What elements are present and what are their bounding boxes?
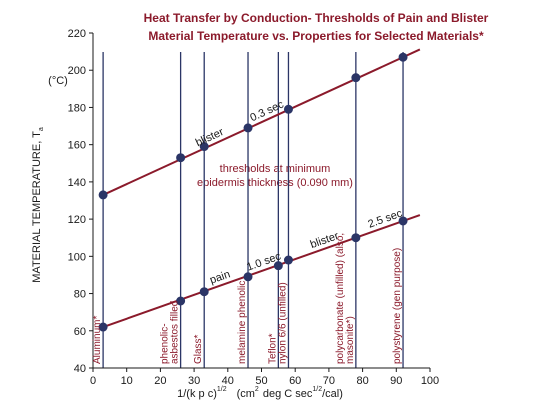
data-point-pain	[176, 296, 186, 306]
material-label: masonite*)	[345, 316, 356, 364]
y-axis-label: MATERIAL TEMPERATURE, Ta	[31, 127, 45, 283]
material-label: nylon 6/6 (unfilled)	[277, 282, 288, 364]
x-tick-label: 40	[222, 375, 234, 387]
x-tick-label: 90	[390, 375, 402, 387]
y-tick-label: 220	[68, 28, 86, 40]
y-tick-label: 40	[74, 363, 86, 375]
threshold-annotation-line1: thresholds at minimum	[220, 163, 331, 175]
y-tick-label: 140	[68, 177, 86, 189]
data-point-blister	[351, 73, 361, 83]
chart-subtitle: Material Temperature vs. Properties for …	[148, 29, 484, 43]
y-axis-unit: (°C)	[48, 75, 68, 87]
y-tick-label: 60	[74, 326, 86, 338]
y-tick-label: 180	[68, 102, 86, 114]
x-axis-label: 1/(k p c)1/2 (cm2 deg C sec1/2/cal)	[177, 386, 343, 400]
data-point-blister	[398, 52, 408, 62]
x-tick-label: 30	[188, 375, 200, 387]
material-label: polystyrene (gen purpose)	[392, 248, 403, 364]
data-point-pain	[199, 287, 209, 297]
x-tick-label: 20	[154, 375, 166, 387]
y-tick-label: 80	[74, 289, 86, 301]
x-tick-label: 60	[289, 375, 301, 387]
x-tick-label: 50	[255, 375, 267, 387]
data-point-pain	[351, 233, 361, 243]
series-line-pain	[102, 214, 421, 328]
data-point-blister	[199, 142, 209, 152]
y-tick-label: 120	[68, 214, 86, 226]
data-point-blister	[243, 123, 253, 133]
x-tick-label: 80	[356, 375, 368, 387]
chart-title: Heat Transfer by Conduction- Thresholds …	[144, 11, 489, 25]
x-tick-label: 100	[421, 375, 439, 387]
data-point-blister	[176, 153, 186, 163]
data-point-pain	[398, 216, 408, 226]
material-label: Aluminum*	[92, 316, 103, 364]
threshold-annotation-line2: epidermis thickness (0.090 mm)	[197, 177, 353, 189]
material-label: Glass*	[193, 334, 204, 364]
material-label: phenolic-	[160, 323, 171, 364]
y-tick-label: 200	[68, 65, 86, 77]
series-label-pain: pain	[208, 268, 232, 286]
data-point-blister	[98, 190, 108, 200]
data-point-pain	[243, 272, 253, 282]
series-line-blister	[102, 48, 421, 196]
y-tick-label: 160	[68, 140, 86, 152]
data-point-blister	[283, 104, 293, 114]
x-tick-label: 70	[323, 375, 335, 387]
material-label: Teflon*	[267, 333, 278, 364]
material-label: melamine phenolic	[237, 281, 248, 364]
data-point-pain	[98, 322, 108, 332]
material-label: asbestos filled	[170, 301, 181, 364]
data-point-pain	[283, 255, 293, 265]
material-label: polycarbonate (unfilled) (also,	[335, 233, 346, 364]
y-tick-label: 100	[68, 251, 86, 263]
data-point-pain	[273, 261, 283, 271]
x-tick-label: 0	[90, 375, 96, 387]
x-tick-label: 10	[121, 375, 133, 387]
